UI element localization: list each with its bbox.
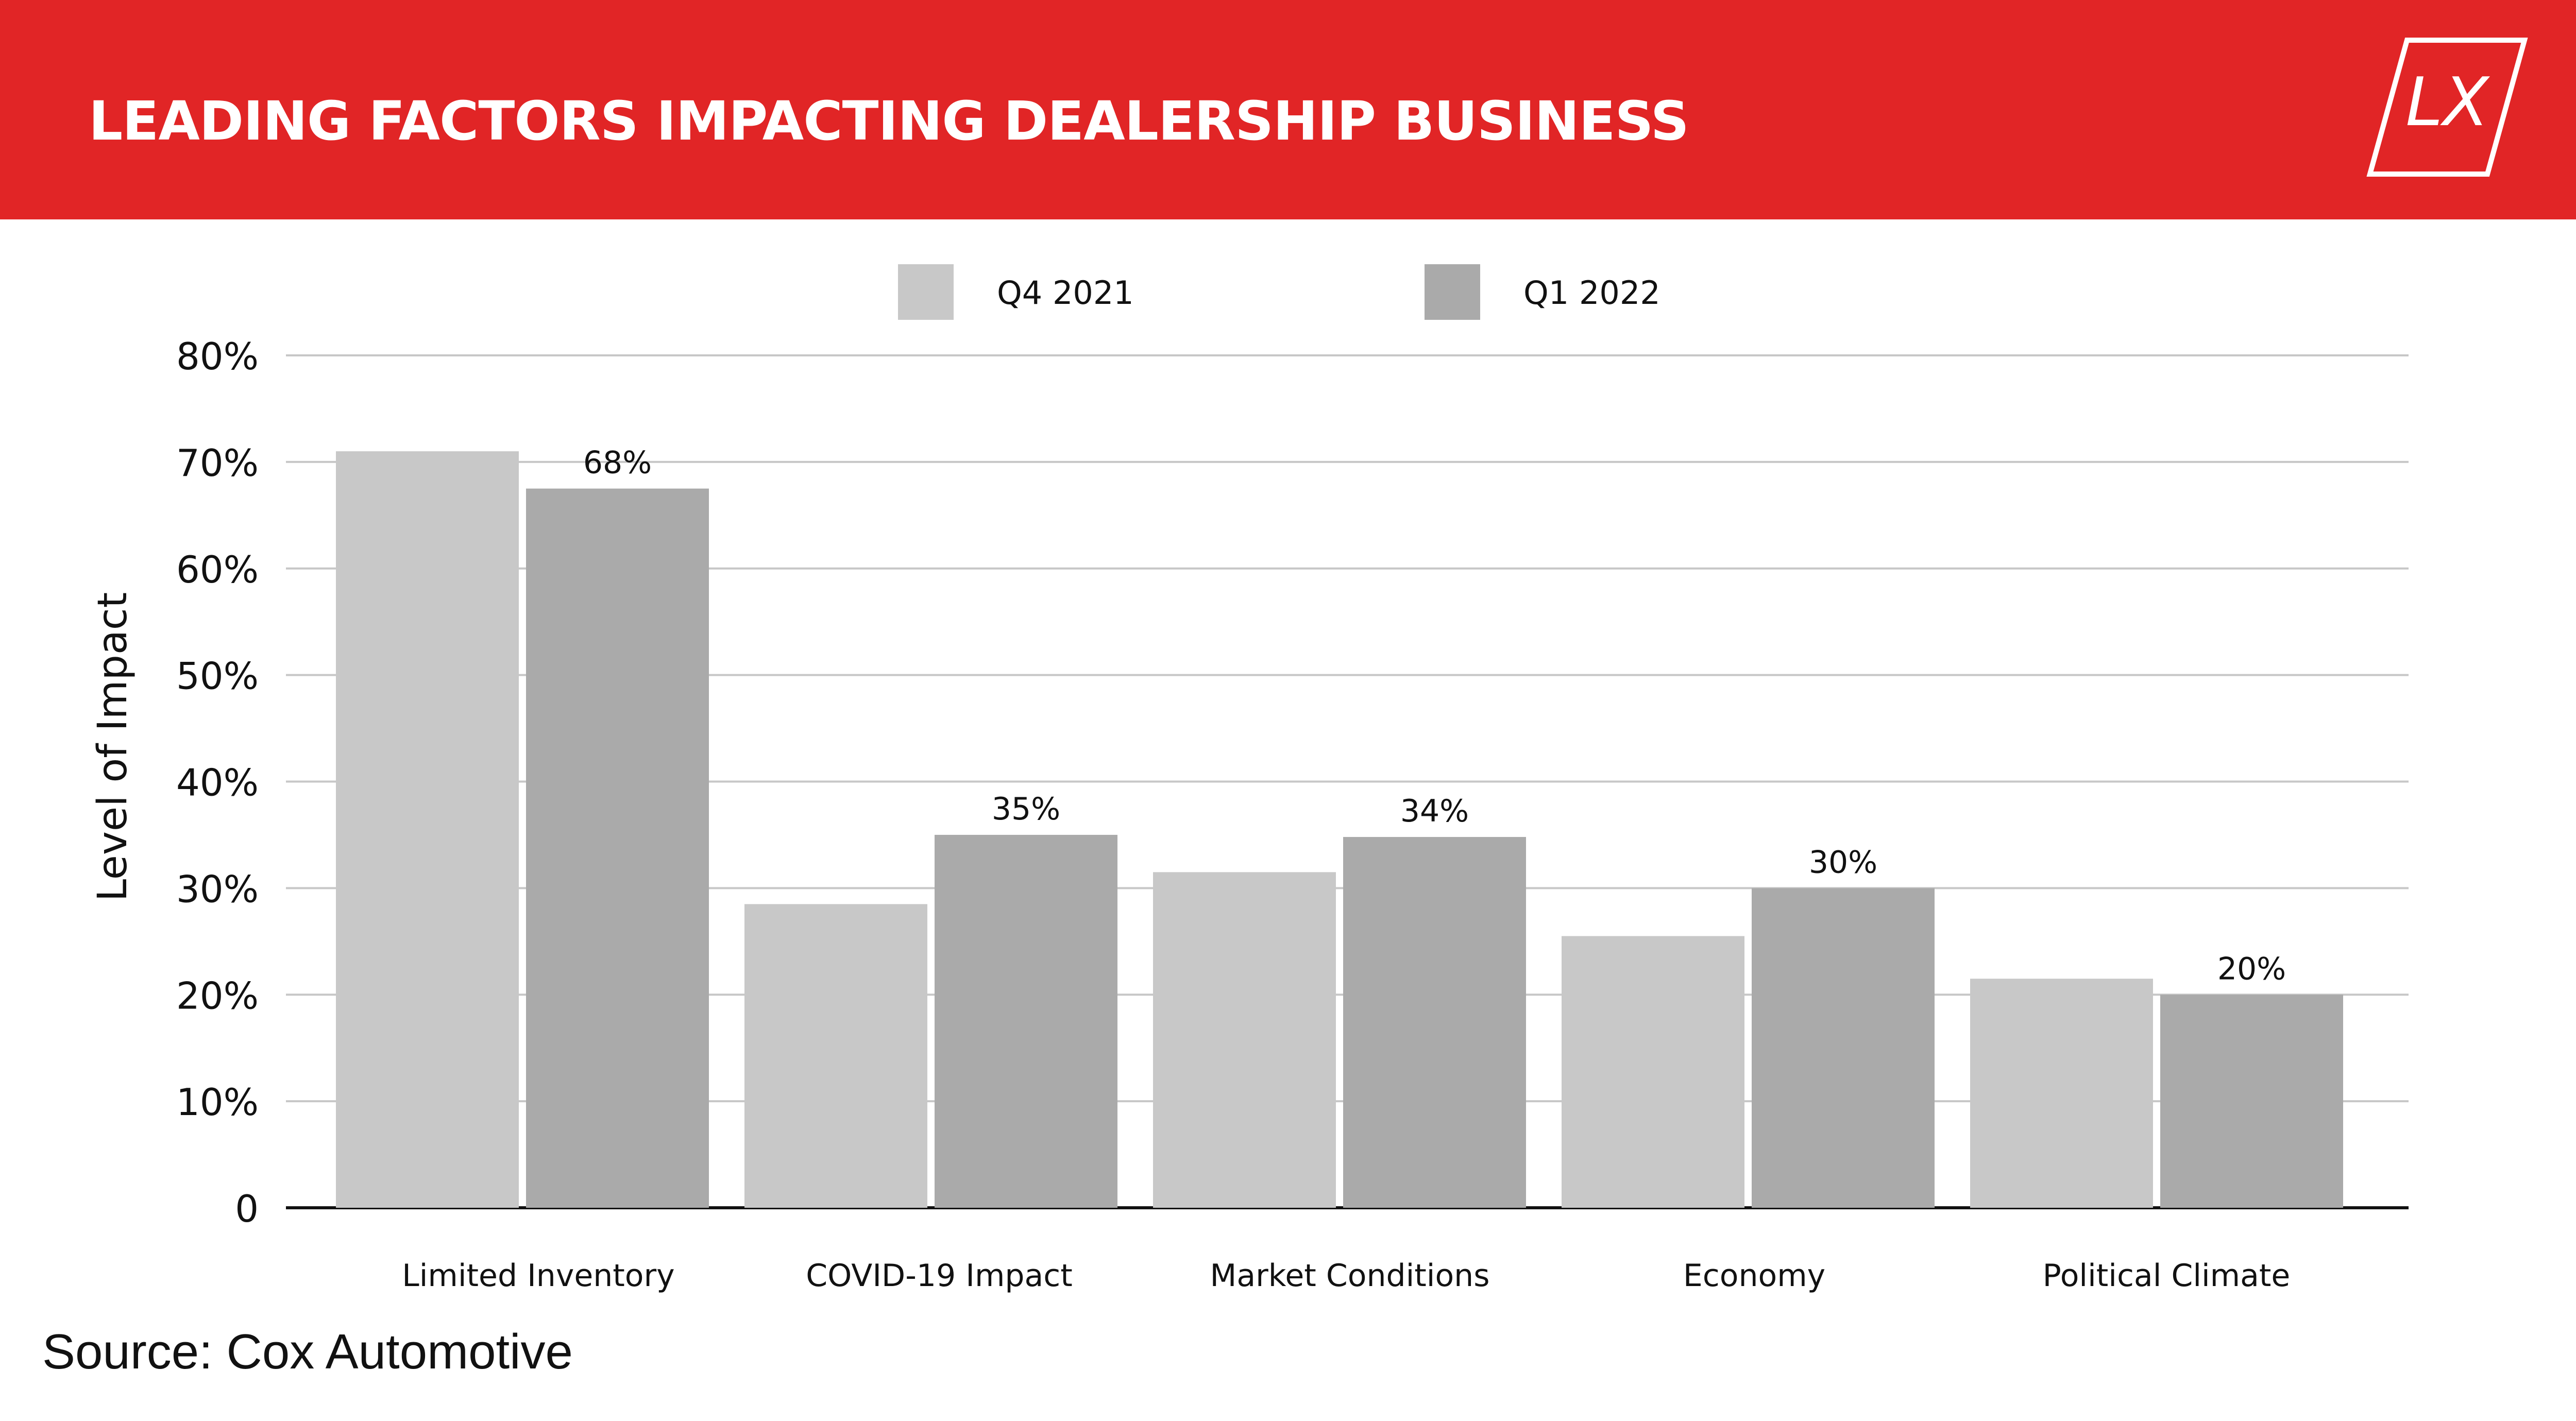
x-tick-labels: Limited Inventory COVID-19 Impact Market C…	[402, 1258, 2290, 1294]
bar	[744, 904, 927, 1208]
x-tick-label: Economy	[1683, 1258, 1825, 1294]
y-tick-label: 30%	[176, 867, 259, 911]
data-label: 30%	[1809, 844, 1877, 880]
page-title: LEADING FACTORS IMPACTING DEALERSHIP BUS…	[89, 90, 1689, 152]
y-tick-label: 70%	[176, 441, 259, 485]
x-tick-label: Limited Inventory	[402, 1258, 674, 1294]
header-banner: LEADING FACTORS IMPACTING DEALERSHIP BUS…	[0, 0, 2576, 219]
data-label: 68%	[583, 445, 652, 481]
x-tick-label: Political Climate	[2043, 1258, 2291, 1294]
data-label: 20%	[2217, 951, 2286, 987]
bar	[1562, 936, 1744, 1208]
y-tick-label: 60%	[176, 548, 259, 591]
bar	[1153, 872, 1336, 1208]
bars	[336, 451, 2343, 1208]
bar	[526, 488, 709, 1208]
y-tick-label: 20%	[176, 974, 259, 1017]
data-label: 34%	[1400, 793, 1469, 829]
source-note: Source: Cox Automotive	[42, 1324, 573, 1379]
y-tick-labels: 0 10% 20% 30% 40% 50% 60% 70% 80%	[176, 335, 259, 1230]
data-labels: 68% 35% 34% 30% 20%	[583, 445, 2286, 987]
bar	[1343, 837, 1526, 1208]
bar	[336, 451, 519, 1208]
lx-logo: LX	[2366, 38, 2528, 177]
legend-label: Q1 2022	[1523, 274, 1660, 312]
y-tick-label: 50%	[176, 655, 259, 698]
y-tick-label: 10%	[176, 1081, 259, 1124]
legend: Q4 2021 Q1 2022	[898, 264, 1660, 320]
x-tick-label: COVID-19 Impact	[806, 1258, 1073, 1294]
logo-text: LX	[2405, 63, 2490, 141]
bar	[935, 834, 1117, 1208]
legend-label: Q4 2021	[997, 274, 1134, 312]
legend-swatch	[898, 264, 954, 320]
bar	[2160, 995, 2343, 1208]
y-tick-label: 0	[235, 1187, 259, 1230]
legend-swatch	[1425, 264, 1480, 320]
bar	[1752, 888, 1935, 1208]
y-tick-label: 40%	[176, 761, 259, 804]
y-tick-label: 80%	[176, 335, 259, 378]
data-label: 35%	[992, 791, 1060, 827]
x-tick-label: Market Conditions	[1210, 1258, 1490, 1294]
y-axis-label: Level of Impact	[90, 592, 136, 901]
bar	[1970, 979, 2153, 1208]
